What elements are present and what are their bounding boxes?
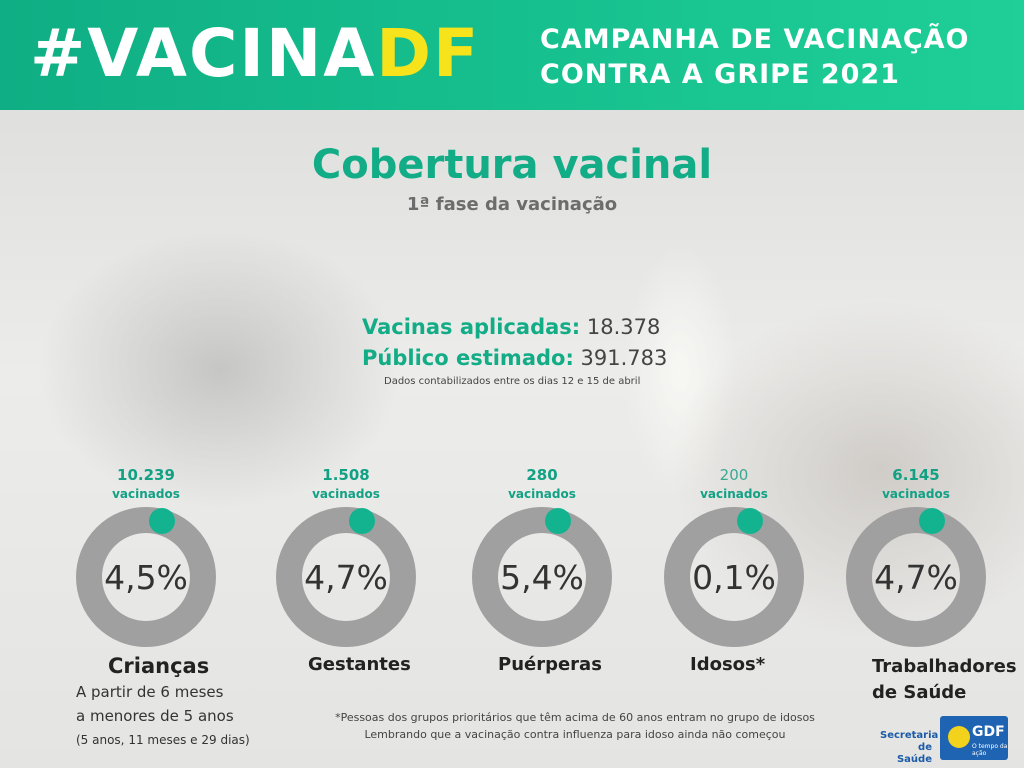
donut-percent: 5,4% [500, 557, 584, 597]
group-count: 280 [526, 466, 558, 484]
donut-trabalhadores: 4,7% [846, 507, 986, 647]
group-count: 10.239 [117, 466, 175, 484]
footnote: *Pessoas dos grupos prioritários que têm… [330, 709, 820, 743]
summary-stats: Vacinas aplicadas: 18.378 Público estima… [362, 312, 667, 374]
donut-gestantes: 4,7% [276, 507, 416, 647]
applied-label: Vacinas aplicadas: [362, 315, 581, 339]
donut-percent: 4,7% [874, 557, 958, 597]
donut-ring [276, 507, 416, 647]
group-unit: vacinados [882, 487, 950, 501]
hashtag-main: #VACINA [30, 15, 377, 92]
donut-percent: 4,5% [104, 557, 188, 597]
footnote-line1: *Pessoas dos grupos prioritários que têm… [335, 711, 815, 724]
children-desc-line2: a menores de 5 anos [76, 707, 234, 725]
campaign-line1: CAMPANHA DE VACINAÇÃO [540, 24, 970, 55]
donut-idosos: 0,1% [664, 507, 804, 647]
group-name: Crianças [108, 654, 210, 678]
secretaria-logo: Secretaria de Saúde [880, 730, 939, 766]
campaign-title: CAMPANHA DE VACINAÇÃO CONTRA A GRIPE 202… [540, 22, 970, 92]
group-name: Puérperas [498, 654, 602, 675]
group-unit: vacinados [508, 487, 576, 501]
group-count: 200 [719, 466, 749, 484]
group-unit: vacinados [700, 487, 768, 501]
donut-ring-svg [276, 507, 416, 647]
group-trabalhadores-count: 6.145 vacinados [841, 466, 991, 501]
group-unit: vacinados [312, 487, 380, 501]
group-name: Idosos* [690, 654, 766, 675]
group-unit: vacinados [112, 487, 180, 501]
group-name-line1: Trabalhadores [872, 656, 1017, 677]
estimated-label: Público estimado: [362, 346, 574, 370]
header-banner: #VACINADF CAMPANHA DE VACINAÇÃO CONTRA A… [0, 0, 1024, 110]
gdf-tagline: O tempo da ação [972, 743, 1008, 757]
campaign-line2: CONTRA A GRIPE 2021 [540, 59, 900, 90]
group-name-line2: de Saúde [872, 682, 967, 703]
donut-ring [76, 507, 216, 647]
children-description: A partir de 6 meses a menores de 5 anos … [76, 680, 250, 752]
gdf-logo: GDF O tempo da ação [940, 716, 1008, 760]
background-veil [0, 110, 1024, 768]
stats-note: Dados contabilizados entre os dias 12 e … [384, 376, 641, 387]
donut-percent: 0,1% [692, 557, 776, 597]
secretaria-line2: de Saúde [896, 742, 932, 765]
donut-marker [149, 508, 175, 534]
hashtag-logo: #VACINADF [30, 14, 480, 94]
donut-marker [919, 508, 945, 534]
group-puerperas-count: 280 vacinados [467, 466, 617, 501]
group-count: 6.145 [892, 466, 940, 484]
donut-ring [472, 507, 612, 647]
donut-marker [349, 508, 375, 534]
group-gestantes-count: 1.508 vacinados [271, 466, 421, 501]
applied-row: Vacinas aplicadas: 18.378 [362, 312, 667, 343]
donut-criancas: 4,5% [76, 507, 216, 647]
donut-ring-svg [76, 507, 216, 647]
group-idosos-count: 200 vacinados [659, 466, 809, 501]
page-title: Cobertura vacinal [311, 142, 713, 188]
donut-ring-svg [472, 507, 612, 647]
estimated-value: 391.783 [580, 346, 668, 370]
donut-ring [664, 507, 804, 647]
hashtag-accent: DF [376, 15, 481, 92]
applied-value: 18.378 [586, 315, 661, 339]
donut-ring-svg [846, 507, 986, 647]
group-name: Gestantes [308, 654, 411, 675]
donut-puerperas: 5,4% [472, 507, 612, 647]
donut-percent: 4,7% [304, 557, 388, 597]
estimated-row: Público estimado: 391.783 [362, 343, 667, 374]
gdf-text: GDF [972, 724, 1005, 740]
donut-ring [846, 507, 986, 647]
children-desc-line3: (5 anos, 11 meses e 29 dias) [76, 733, 250, 747]
group-name: Trabalhadores de Saúde [872, 654, 1017, 706]
sun-icon [948, 726, 970, 748]
group-count: 1.508 [322, 466, 370, 484]
background-photo [0, 110, 1024, 768]
secretaria-line1: Secretaria [880, 730, 939, 741]
children-desc-line1: A partir de 6 meses [76, 683, 224, 701]
footnote-line2: Lembrando que a vacinação contra influen… [364, 728, 786, 741]
group-criancas-count: 10.239 vacinados [71, 466, 221, 501]
donut-marker [545, 508, 571, 534]
page-subtitle: 1ª fase da vacinação [406, 194, 618, 215]
donut-marker [737, 508, 763, 534]
donut-ring-svg [664, 507, 804, 647]
